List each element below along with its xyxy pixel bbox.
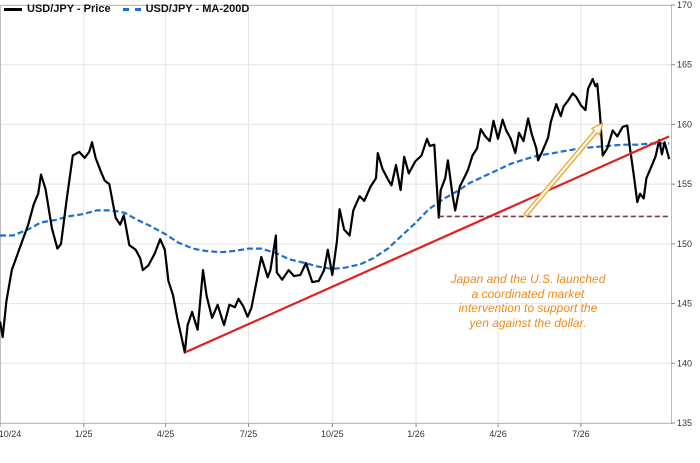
y-tick-label: 150 bbox=[677, 239, 692, 249]
y-tick-label: 165 bbox=[677, 60, 692, 70]
price-line bbox=[0, 77, 671, 354]
annotation-line: intervention to support the bbox=[458, 301, 598, 315]
x-tick-label: 7/26 bbox=[572, 429, 590, 439]
plot-border bbox=[0, 5, 672, 424]
legend-swatch-price bbox=[4, 7, 22, 11]
x-tick-label: 1/25 bbox=[75, 429, 93, 439]
plot-frame bbox=[0, 5, 672, 424]
y-tick-label: 140 bbox=[677, 358, 692, 368]
annotation-line: a coordinated market bbox=[471, 286, 585, 301]
y-tick-label: 170 bbox=[677, 0, 692, 10]
x-tick-label: 1/26 bbox=[407, 429, 425, 439]
annotation-line: Japan and the U.S. launched bbox=[450, 272, 606, 286]
trendline bbox=[184, 135, 670, 354]
legend-label-price: USD/JPY - Price bbox=[27, 3, 111, 15]
overlay-layer bbox=[184, 122, 670, 354]
ma-200d-line bbox=[0, 142, 670, 271]
price-series-layer bbox=[0, 77, 671, 354]
ma-series-layer bbox=[0, 142, 670, 271]
y-tick-label: 160 bbox=[677, 119, 692, 129]
annotation-line: yen against the dollar. bbox=[469, 315, 587, 330]
x-tick-label: 10/24 bbox=[0, 429, 21, 439]
intervention-annotation: Japan and the U.S. launched a coordinate… bbox=[444, 272, 612, 330]
x-tick-label: 10/25 bbox=[321, 429, 344, 439]
x-tick-label: 7/25 bbox=[240, 429, 258, 439]
legend-item-ma: USD/JPY - MA-200D bbox=[122, 3, 250, 15]
legend-item-price: USD/JPY - Price bbox=[4, 3, 111, 15]
y-axis: 135 140 145 150 155 160 165 170 bbox=[671, 0, 692, 428]
x-tick-label: 4/25 bbox=[157, 429, 175, 439]
y-tick-label: 155 bbox=[677, 179, 692, 189]
legend: USD/JPY - Price USD/JPY - MA-200D bbox=[4, 3, 261, 15]
legend-swatch-ma bbox=[122, 7, 141, 11]
x-tick-label: 4/26 bbox=[489, 429, 507, 439]
grid bbox=[0, 4, 671, 424]
legend-label-ma: USD/JPY - MA-200D bbox=[145, 3, 250, 15]
y-tick-label: 145 bbox=[677, 299, 692, 309]
y-tick-label: 135 bbox=[677, 418, 692, 428]
intervention-arrow bbox=[523, 122, 604, 218]
x-axis: 10/24 1/25 4/25 7/25 10/25 1/26 4/26 7/26 bbox=[0, 423, 590, 439]
